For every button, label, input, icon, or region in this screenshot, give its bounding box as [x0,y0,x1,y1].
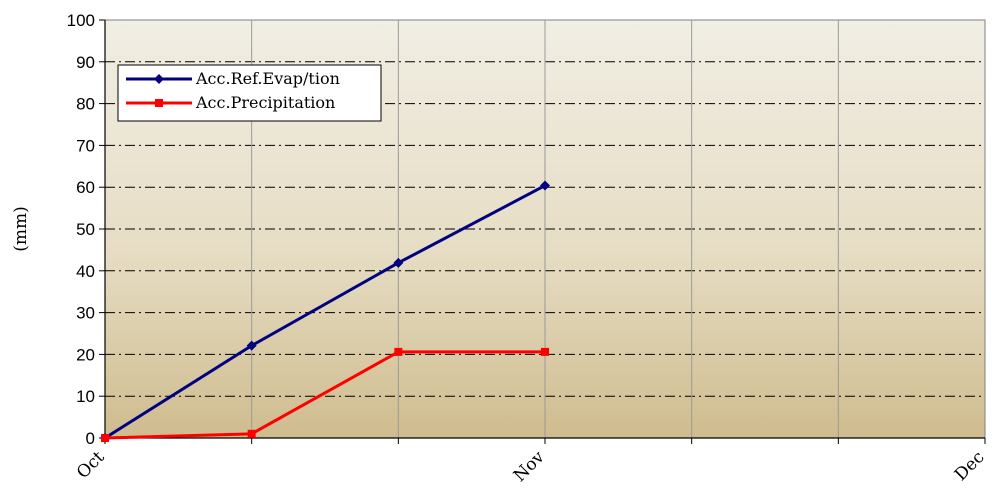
y-tick-label: 40 [76,262,95,281]
data-point-diamond [154,74,164,84]
data-point-square [155,99,163,107]
legend-box [117,64,382,122]
y-tick-label: 20 [76,345,95,364]
legend: Acc.Ref.Evap/tion Acc.Precipitation [117,64,382,122]
series-line-1 [104,350,545,440]
data-point-diamond [393,257,404,268]
x-axis-ticks: Oct Nov Dec [73,438,989,486]
y-axis-label: (mm) [11,206,31,252]
x-tick-label: Dec [951,447,989,485]
x-tick-label: Oct [73,447,109,483]
y-tick-label: 60 [76,178,95,197]
y-tick-label: 90 [76,53,95,72]
legend-label-0: Acc.Ref.Evap/tion [195,69,340,88]
series-group [100,180,550,443]
y-axis-ticks: 0 10 20 30 40 50 60 70 80 90 100 [67,11,105,448]
data-point-square [394,347,403,356]
data-point-square [247,429,256,438]
data-point-diamond [246,340,257,351]
y-tick-label: 70 [76,136,95,155]
y-tick-label: 50 [76,220,95,239]
data-point-square [101,434,109,442]
x-tick-label: Nov [510,447,549,486]
y-tick-label: 30 [76,304,95,323]
y-tick-label: 10 [76,387,95,406]
legend-label-1: Acc.Precipitation [195,93,335,112]
series-line-0 [104,184,546,440]
data-point-diamond [540,180,550,191]
y-tick-label: 80 [76,95,95,114]
y-tick-label: 0 [86,429,95,448]
y-tick-label: 100 [67,11,95,30]
data-point-square [541,347,549,356]
